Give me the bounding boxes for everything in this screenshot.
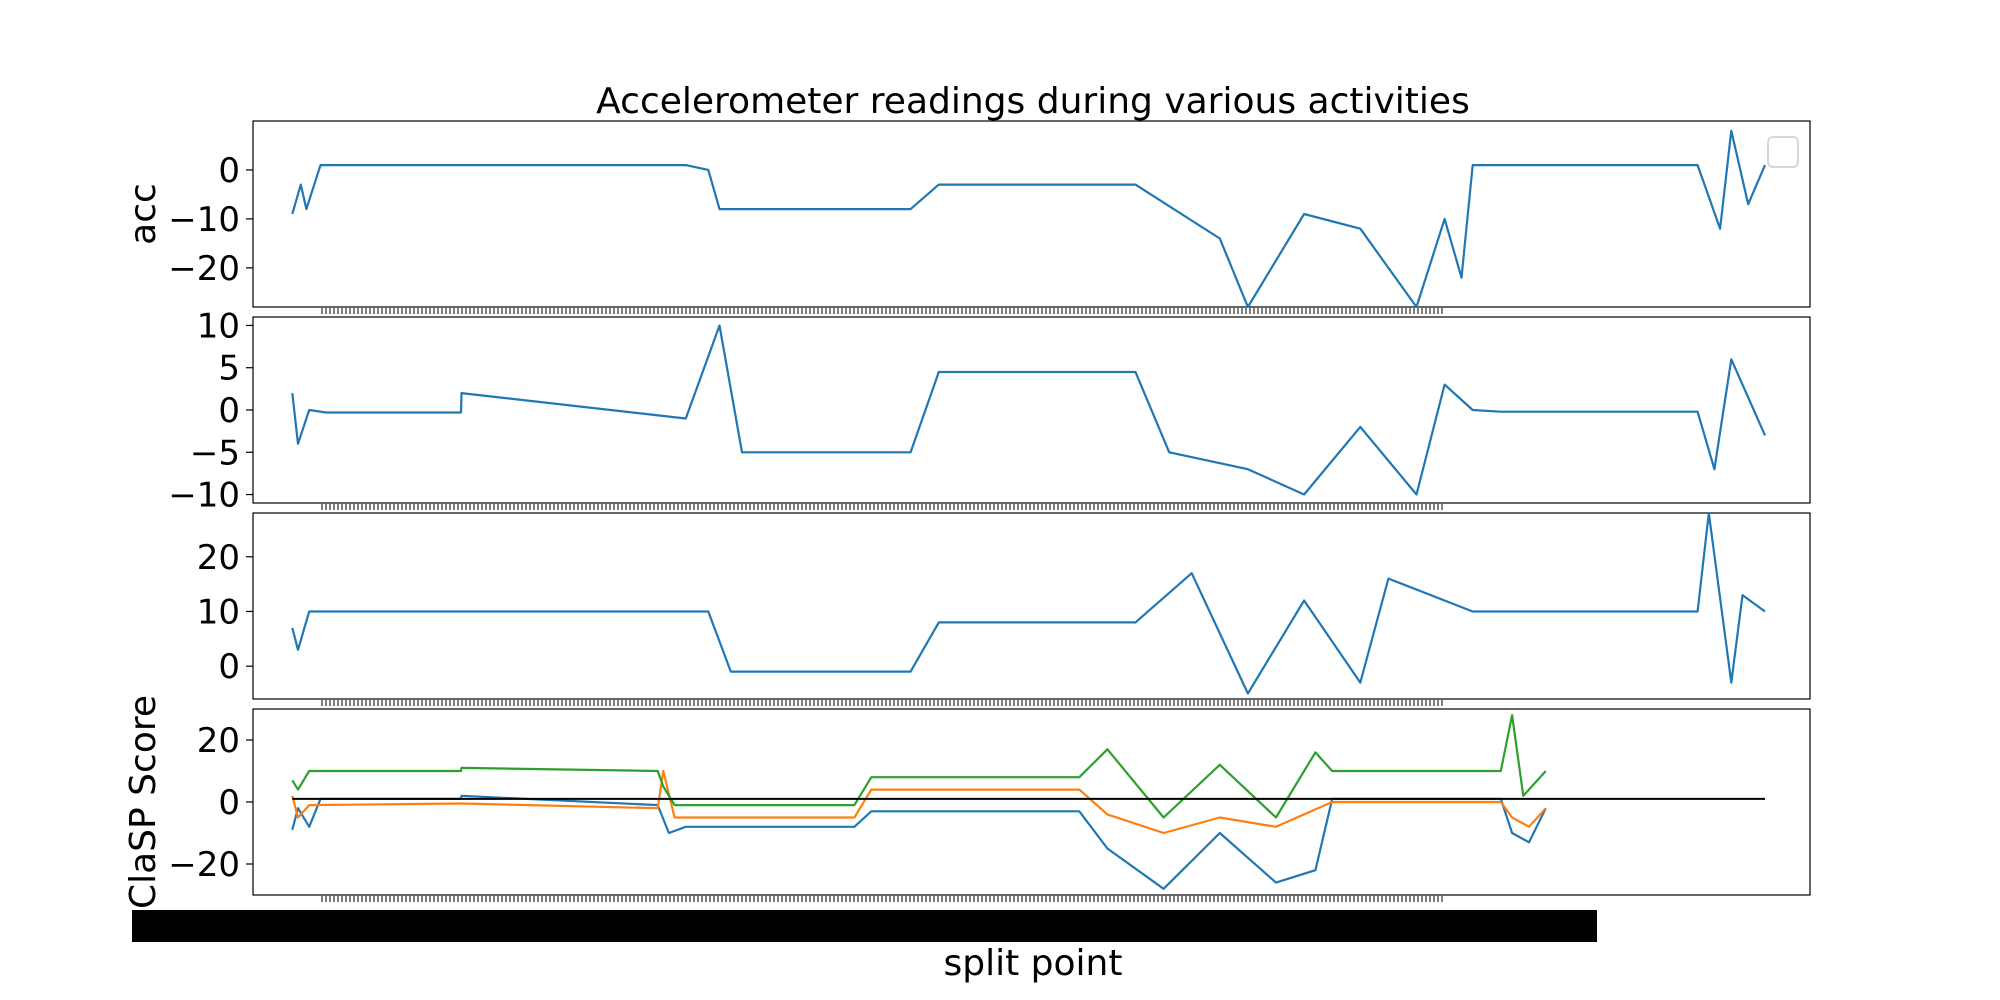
- series-line-3: [291, 714, 1547, 819]
- y-tick-label: 0: [218, 647, 240, 687]
- x-tick-labels: [132, 910, 1597, 942]
- axes-frame: [252, 316, 1811, 504]
- chart-title: Accelerometer readings during various ac…: [596, 81, 1470, 122]
- y-tick-label: −20: [168, 249, 240, 289]
- y-tick-label: −10: [168, 476, 240, 516]
- y-tick-label: 5: [218, 349, 240, 389]
- y-tick-label: 0: [218, 391, 240, 431]
- y-tick-label: 20: [197, 721, 240, 761]
- axes-frame: [252, 708, 1811, 896]
- axes-frame: [252, 120, 1811, 308]
- y-tick-label: −10: [168, 200, 240, 240]
- x-tick-label-cluster: [132, 910, 1597, 942]
- y-tick-label: 0: [218, 783, 240, 823]
- x-axis-label: split point: [944, 943, 1123, 984]
- axes-frame: [252, 512, 1811, 700]
- y-tick-label: 10: [197, 306, 240, 346]
- series-line-1: [291, 794, 1547, 890]
- y-tick-label: 20: [197, 538, 240, 578]
- y-axis-label: acc: [123, 183, 164, 245]
- y-tick-label: 10: [197, 592, 240, 632]
- y-tick-label: −5: [190, 433, 240, 473]
- series-line-1: [291, 129, 1767, 309]
- y-axis-label: ClaSP Score: [123, 695, 164, 909]
- legend-box: [1767, 136, 1799, 168]
- series-line-2: [291, 769, 1547, 835]
- series-line-1: [291, 511, 1766, 695]
- y-tick-label: −20: [168, 845, 240, 885]
- panel-3: 20 10 0: [197, 511, 1811, 706]
- series-line-1: [291, 324, 1767, 496]
- y-tick-label: 0: [218, 151, 240, 191]
